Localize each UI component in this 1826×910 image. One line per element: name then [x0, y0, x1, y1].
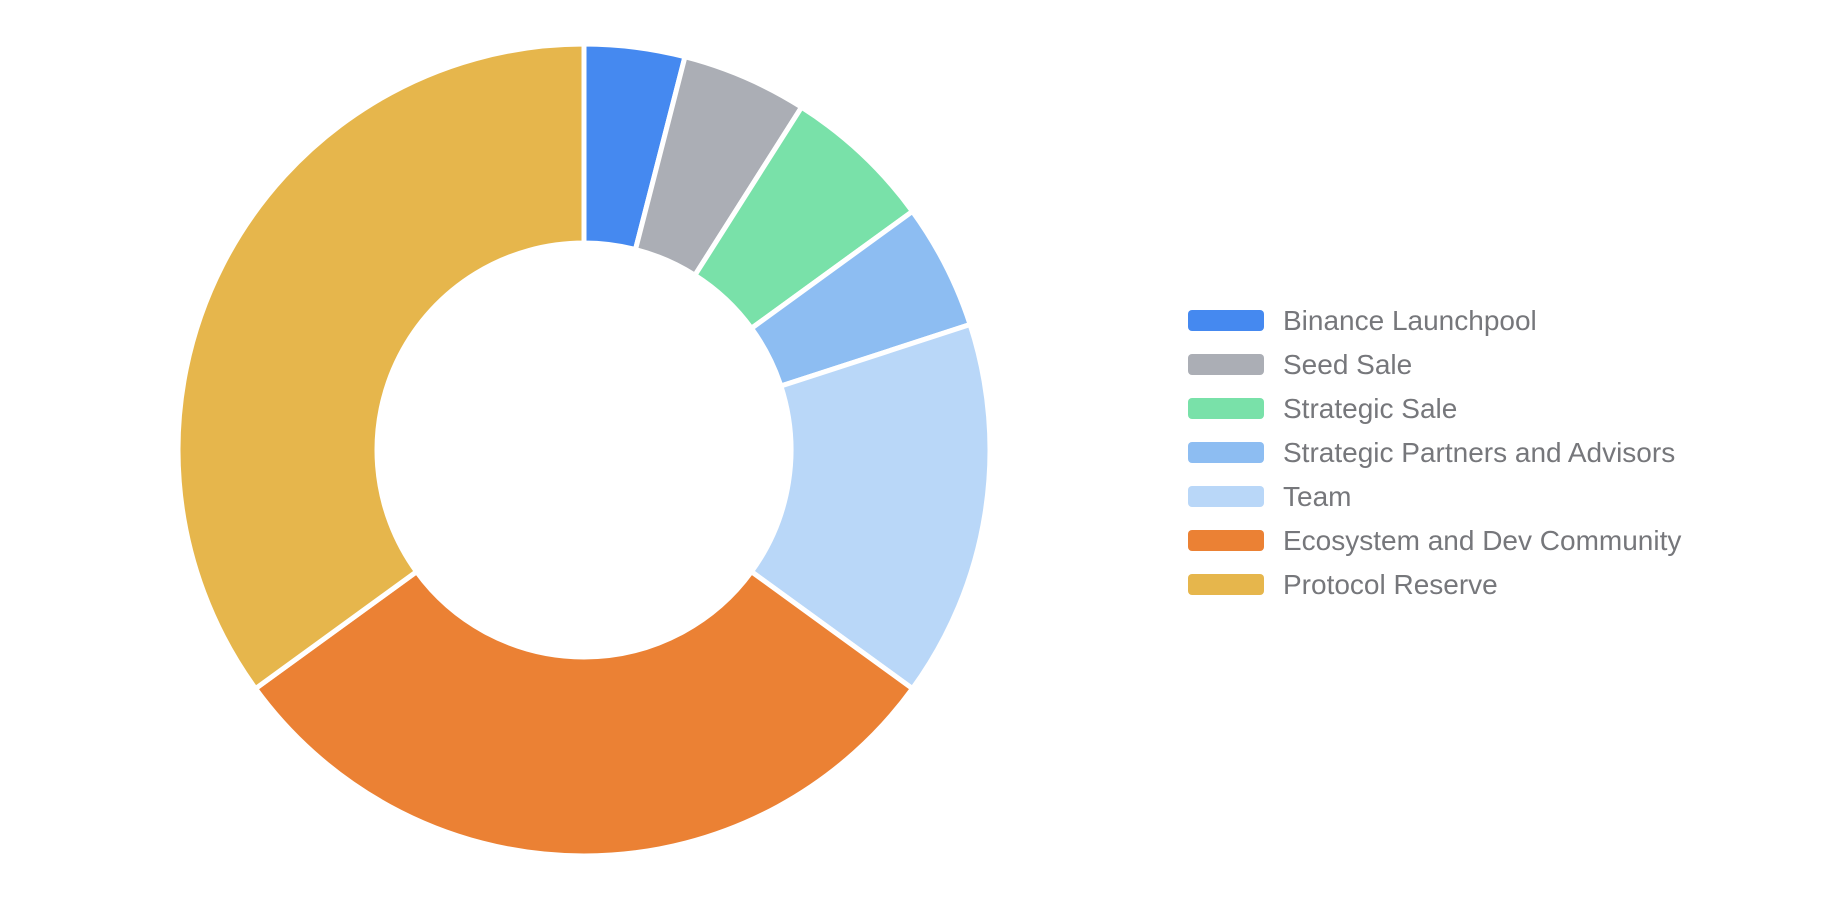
legend-item-strategic-partners-and-advisors[interactable]: Strategic Partners and Advisors: [1188, 438, 1681, 466]
legend-label-team: Team: [1283, 480, 1352, 512]
legend-swatch-strategic-sale: [1188, 398, 1264, 419]
legend-swatch-protocol-reserve: [1188, 574, 1264, 595]
legend-swatch-ecosystem-and-dev-community: [1188, 530, 1264, 551]
legend-swatch-strategic-partners-and-advisors: [1188, 442, 1264, 463]
legend-item-binance-launchpool[interactable]: Binance Launchpool: [1188, 306, 1681, 334]
legend-item-team[interactable]: Team: [1188, 482, 1681, 510]
legend-label-ecosystem-and-dev-community: Ecosystem and Dev Community: [1283, 524, 1682, 556]
legend-swatch-binance-launchpool: [1188, 310, 1264, 331]
legend-label-strategic-sale: Strategic Sale: [1283, 392, 1458, 424]
legend-item-seed-sale[interactable]: Seed Sale: [1188, 350, 1681, 378]
legend-label-seed-sale: Seed Sale: [1283, 348, 1413, 380]
legend-label-strategic-partners-and-advisors: Strategic Partners and Advisors: [1283, 436, 1676, 468]
legend-swatch-seed-sale: [1188, 354, 1264, 375]
legend-label-binance-launchpool: Binance Launchpool: [1283, 304, 1537, 336]
legend-item-protocol-reserve[interactable]: Protocol Reserve: [1188, 570, 1681, 598]
legend-swatch-team: [1188, 486, 1264, 507]
legend: Binance Launchpool Seed Sale Strategic S…: [1188, 306, 1681, 598]
legend-item-ecosystem-and-dev-community[interactable]: Ecosystem and Dev Community: [1188, 526, 1681, 554]
legend-item-strategic-sale[interactable]: Strategic Sale: [1188, 394, 1681, 422]
pie-slice-ecosystem-and-dev-community[interactable]: [253, 569, 915, 859]
legend-label-protocol-reserve: Protocol Reserve: [1283, 568, 1498, 600]
pie-slice-protocol-reserve[interactable]: [175, 41, 587, 692]
pie-slice-team[interactable]: [748, 322, 993, 692]
